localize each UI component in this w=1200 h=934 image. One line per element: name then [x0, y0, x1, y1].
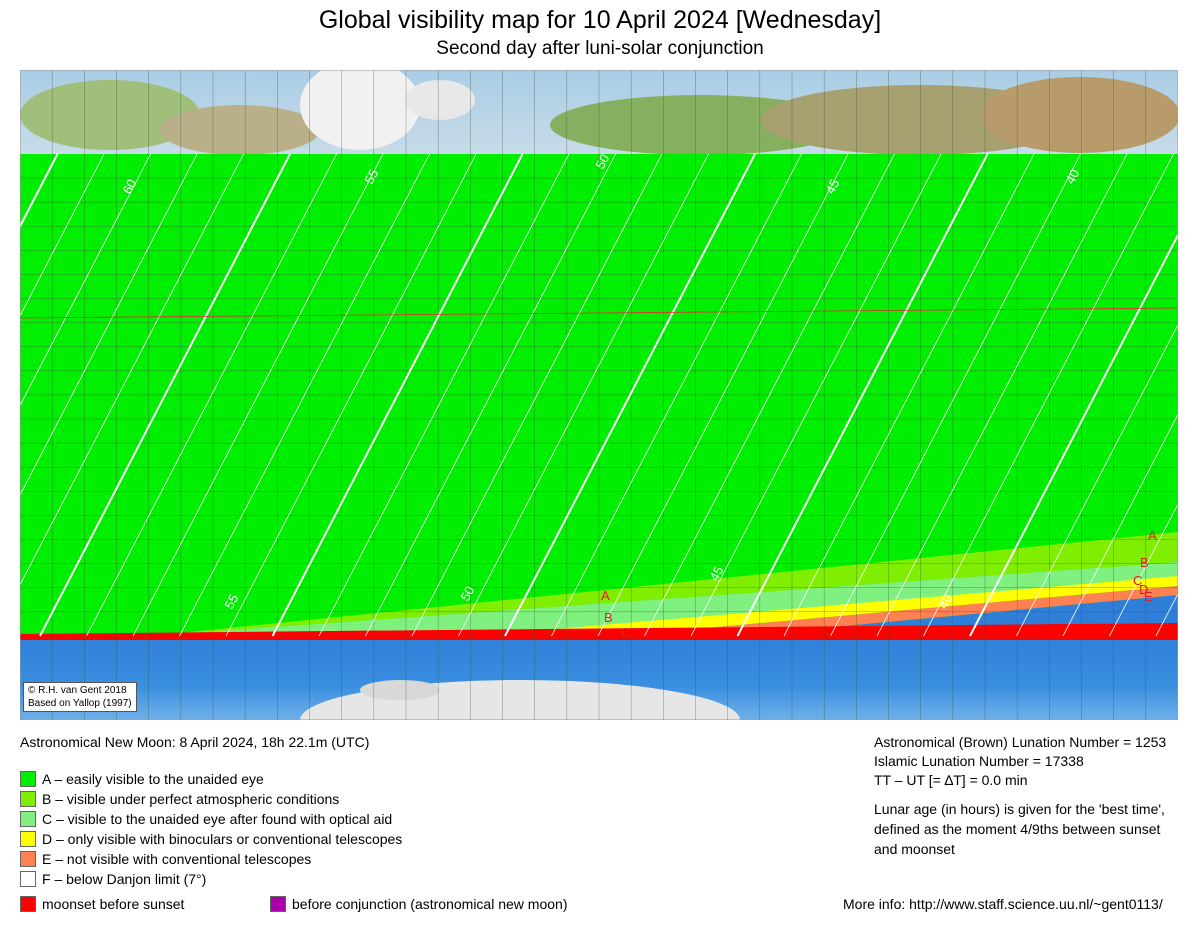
legend-swatch — [20, 831, 36, 847]
lunar-age-contour — [923, 153, 1174, 637]
legend-conjunction: before conjunction (astronomical new moo… — [270, 896, 567, 912]
zone-d — [520, 576, 1178, 632]
contour-label: 60 — [119, 177, 139, 197]
lunar-age-note: and moonset — [874, 841, 955, 857]
lunar-age-contour — [20, 153, 198, 497]
lunar-age-contour — [504, 153, 756, 637]
islamic-lunation: Islamic Lunation Number = 17338 — [874, 753, 1084, 769]
lunar-age-contour — [690, 153, 942, 637]
legend-swatch — [20, 896, 36, 912]
zone-marker: A — [601, 588, 610, 603]
source-text: Based on Yallop (1997) — [28, 698, 132, 709]
legend-swatch — [20, 771, 36, 787]
visibility-map: 60 55 50 45 40 55 50 45 40 A B C A B C D… — [20, 70, 1178, 720]
lunar-age-contour — [969, 232, 1178, 637]
legend-swatch — [270, 896, 286, 912]
lunar-age-contour — [1016, 323, 1178, 637]
legend-swatch — [20, 811, 36, 827]
lunar-age-contours — [20, 153, 1178, 637]
copyright-text: © R.H. van Gent 2018 — [28, 685, 127, 696]
zone-marker: C — [1133, 573, 1142, 588]
lunar-age-note: defined as the moment 4/9ths between sun… — [874, 821, 1161, 837]
equator-line — [20, 307, 1178, 319]
legend-item-d: D – only visible with binoculars or conv… — [20, 831, 402, 847]
map-subtitle: Second day after luni-solar conjunction — [436, 38, 764, 59]
lunar-age-contour — [20, 153, 151, 407]
coordinate-grid — [20, 70, 1178, 720]
lunar-age-contour — [1109, 503, 1178, 637]
lunar-age-contour — [271, 153, 524, 637]
contour-label: 40 — [935, 592, 955, 612]
lunar-age-contour — [830, 153, 1081, 637]
zone-marker: B — [604, 610, 613, 625]
lunar-age-contour — [551, 153, 802, 637]
lunar-age-contour — [20, 153, 244, 586]
legend-item-e: E – not visible with conventional telesc… — [20, 851, 311, 867]
lunar-age-contour — [86, 153, 337, 637]
legend-item-b: B – visible under perfect atmospheric co… — [20, 791, 339, 807]
map-title: Global visibility map for 10 April 2024 … — [318, 6, 882, 34]
contour-label: 55 — [221, 592, 241, 612]
contour-label: 50 — [457, 584, 477, 604]
legend-item-c: C – visible to the unaided eye after fou… — [20, 811, 392, 827]
copyright-box: © R.H. van Gent 2018 Based on Yallop (19… — [23, 682, 137, 712]
zone-marker: D — [1139, 582, 1148, 597]
zone-marker: B — [1140, 555, 1149, 570]
contour-label: 45 — [822, 177, 842, 197]
zone-c-lower — [150, 578, 1178, 636]
lunar-age-contour — [1062, 413, 1178, 637]
legend-item-a: A – easily visible to the unaided eye — [20, 771, 264, 787]
delta-t: TT – UT [= ∆T] = 0.0 min — [874, 772, 1028, 788]
northern-land — [20, 70, 1178, 155]
zone-marker: C — [621, 625, 630, 640]
legend-item-f: F – below Danjon limit (7°) — [20, 871, 206, 887]
lunar-age-contour — [225, 153, 477, 637]
lunar-age-contour — [411, 153, 663, 637]
legend-moonset: moonset before sunset — [20, 896, 184, 912]
contour-label: 55 — [361, 167, 381, 187]
lunar-age-contour — [644, 153, 895, 637]
lunar-age-contour — [876, 153, 1128, 637]
lunar-age-contour — [365, 153, 616, 637]
more-info-link[interactable]: More info: http://www.staff.science.uu.n… — [843, 896, 1163, 912]
lunar-age-contour — [20, 153, 105, 317]
zone-marker: A — [1148, 528, 1157, 543]
legend-swatch — [20, 851, 36, 867]
lunar-age-contour — [736, 153, 989, 637]
lunar-age-contour — [597, 153, 849, 637]
lunar-age-contour — [318, 153, 570, 637]
new-moon-info: Astronomical New Moon: 8 April 2024, 18h… — [20, 734, 370, 750]
contour-label: 50 — [592, 152, 612, 172]
lunar-age-note: Lunar age (in hours) is given for the 'b… — [874, 801, 1165, 817]
zone-marker: E — [1144, 589, 1153, 604]
lunar-age-contour — [179, 153, 430, 637]
contour-label: 40 — [1062, 167, 1082, 187]
brown-lunation: Astronomical (Brown) Lunation Number = 1… — [874, 734, 1167, 750]
zone-b — [150, 532, 1178, 636]
lunar-age-contour — [458, 153, 709, 637]
zone-e — [660, 586, 1178, 632]
lunar-age-contour — [39, 153, 291, 637]
lunar-age-contour — [783, 153, 1035, 637]
lunar-age-contour — [132, 153, 384, 637]
contour-label: 45 — [706, 564, 726, 584]
legend-swatch — [20, 791, 36, 807]
legend-swatch — [20, 871, 36, 887]
